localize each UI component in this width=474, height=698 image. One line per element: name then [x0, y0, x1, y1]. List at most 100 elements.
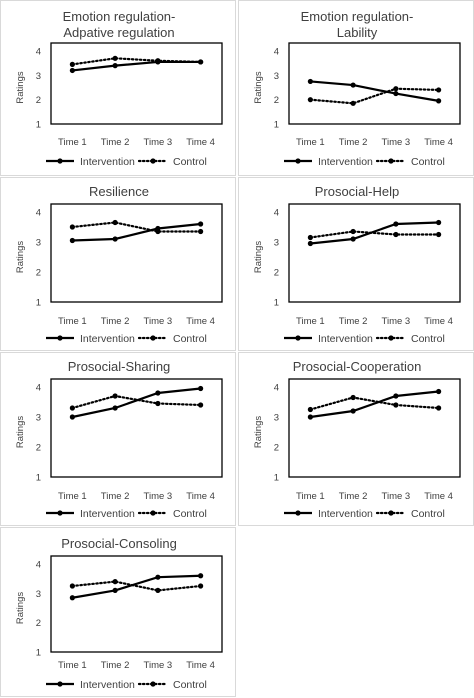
legend-label-control: Control — [173, 156, 207, 168]
data-point-intervention — [69, 237, 75, 244]
y-tick-label: 2 — [274, 95, 279, 106]
y-axis-label: Ratings — [253, 241, 264, 273]
data-point-control — [350, 394, 356, 401]
legend-label-intervention: Intervention — [318, 333, 373, 345]
data-point-intervention — [350, 408, 356, 414]
data-point-intervention — [198, 573, 204, 579]
line-chart: Resilience 1 2 3 4 Ratings Time 1 Time 2 Time 3 T… — [15, 184, 223, 345]
legend-label-control: Control — [411, 156, 445, 168]
x-tick-label: Time 2 — [101, 491, 130, 502]
x-tick-label: Time 3 — [382, 137, 411, 148]
y-tick-label: 1 — [274, 120, 279, 131]
data-point-control — [436, 231, 442, 238]
x-tick-label: Time 4 — [186, 137, 215, 148]
chart-panel-adaptive-regulation: Emotion regulation-Adpative regulation 1 2… — [0, 0, 236, 176]
series-line-control — [71, 394, 202, 410]
data-point-control — [393, 86, 399, 92]
data-point-intervention — [112, 236, 118, 242]
y-tick-label: 3 — [274, 238, 279, 249]
x-tick-label: Time 2 — [101, 316, 130, 327]
data-point-intervention — [436, 219, 442, 226]
y-axis-label: Ratings — [15, 416, 26, 448]
y-axis-label: Ratings — [15, 71, 26, 103]
data-point-intervention — [350, 82, 356, 88]
series-line-control — [71, 57, 202, 66]
x-tick-label: Time 4 — [186, 660, 215, 671]
legend-marker — [388, 158, 394, 164]
data-point-intervention — [69, 67, 75, 74]
data-point-intervention — [307, 414, 313, 420]
plot-area — [50, 42, 223, 125]
chart-panel-resilience: Resilience 1 2 3 4 Ratings Time 1 Time 2 Time 3 T… — [0, 177, 236, 351]
chart-title: Prosocial-Sharing — [68, 359, 171, 374]
chart-panel-prosocial-sharing: Prosocial-Sharing 1 2 3 4 Ratings Time 1 Time 2… — [0, 352, 236, 526]
y-tick-label: 3 — [274, 71, 279, 82]
data-point-control — [112, 55, 118, 61]
data-point-control — [393, 402, 399, 408]
data-point-control — [307, 234, 313, 241]
chart-title: Emotion regulation-Adpative regulation — [63, 9, 176, 40]
data-point-control — [350, 100, 356, 106]
data-point-control — [307, 406, 313, 413]
plot-area — [288, 203, 461, 303]
legend-marker — [57, 510, 63, 516]
data-point-intervention — [393, 393, 399, 399]
y-tick-label: 2 — [36, 443, 41, 454]
data-point-control — [155, 228, 161, 235]
x-tick-label: Time 3 — [144, 491, 173, 502]
x-tick-label: Time 1 — [296, 491, 325, 502]
y-tick-label: 2 — [274, 268, 279, 279]
y-tick-label: 4 — [36, 208, 41, 219]
legend-label-control: Control — [173, 679, 207, 691]
x-tick-label: Time 2 — [339, 137, 368, 148]
legend-label-intervention: Intervention — [80, 508, 135, 520]
data-point-intervention — [112, 405, 118, 411]
data-point-control — [155, 587, 161, 593]
y-tick-label: 2 — [36, 268, 41, 279]
chart-title: Prosocial-Cooperation — [293, 359, 422, 374]
y-axis-label: Ratings — [253, 416, 264, 448]
data-point-intervention — [307, 240, 313, 247]
line-chart: Prosocial-Consoling 1 2 3 4 Ratings Time 1 Time… — [15, 536, 223, 691]
plot-area — [288, 378, 461, 478]
data-point-control — [393, 231, 399, 238]
data-point-control — [350, 228, 356, 235]
legend-marker — [57, 335, 63, 341]
x-tick-label: Time 1 — [58, 137, 87, 148]
x-tick-label: Time 1 — [296, 316, 325, 327]
series-line-control — [309, 396, 440, 411]
x-tick-label: Time 2 — [101, 660, 130, 671]
y-tick-label: 2 — [36, 95, 41, 106]
series-line-intervention — [310, 221, 439, 245]
chart-panel-prosocial-cooperation: Prosocial-Cooperation 1 2 3 4 Ratings Time 1 Ti… — [238, 352, 474, 526]
plot-area — [50, 555, 223, 653]
data-point-control — [198, 402, 204, 408]
y-tick-label: 1 — [274, 298, 279, 309]
x-tick-label: Time 2 — [339, 491, 368, 502]
line-chart: Prosocial-Help 1 2 3 4 Ratings Time 1 Time 2 Tim… — [253, 184, 461, 345]
data-point-intervention — [307, 78, 313, 85]
y-tick-label: 4 — [274, 383, 279, 394]
series-line-intervention — [72, 60, 201, 72]
x-tick-label: Time 4 — [424, 491, 453, 502]
x-tick-label: Time 3 — [382, 316, 411, 327]
data-point-control — [155, 58, 161, 64]
plot-area — [288, 42, 461, 125]
data-point-intervention — [69, 595, 75, 601]
series-line-control — [71, 580, 202, 592]
y-tick-label: 2 — [36, 618, 41, 629]
y-tick-label: 3 — [36, 589, 41, 600]
legend-marker — [295, 158, 301, 164]
y-tick-label: 4 — [36, 383, 41, 394]
legend-label-control: Control — [173, 333, 207, 345]
x-tick-label: Time 4 — [424, 137, 453, 148]
legend-label-intervention: Intervention — [80, 679, 135, 691]
line-chart: Prosocial-Cooperation 1 2 3 4 Ratings Time 1 Ti… — [253, 359, 461, 520]
legend-marker — [57, 681, 63, 687]
x-tick-label: Time 4 — [424, 316, 453, 327]
chart-panel-prosocial-help: Prosocial-Help 1 2 3 4 Ratings Time 1 Time 2 Tim… — [238, 177, 474, 351]
y-tick-label: 4 — [36, 47, 41, 58]
x-tick-label: Time 2 — [101, 137, 130, 148]
data-point-control — [436, 405, 442, 411]
x-tick-label: Time 3 — [382, 491, 411, 502]
